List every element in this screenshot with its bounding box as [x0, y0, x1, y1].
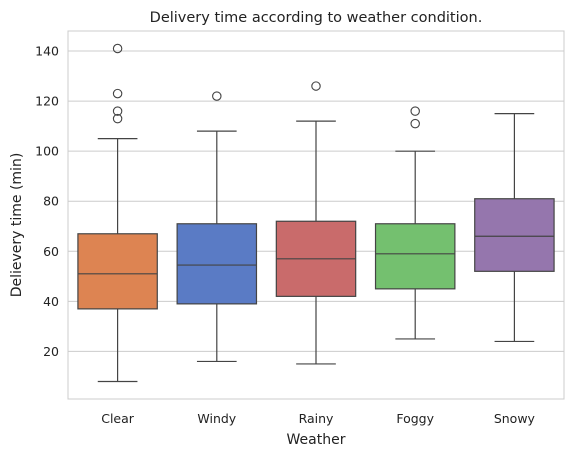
outlier-point: [112, 106, 123, 116]
x-axis-label: Weather: [287, 432, 346, 448]
x-tick-label: Windy: [197, 411, 236, 426]
y-tick-label: 40: [43, 294, 59, 309]
x-tick-label: Rainy: [299, 411, 334, 426]
box-windy: [176, 91, 258, 363]
y-tick-label: 20: [43, 344, 59, 359]
box-rainy: [275, 81, 357, 365]
outlier-point: [212, 91, 222, 101]
box-snowy: [474, 113, 555, 343]
outlier-point: [112, 88, 123, 99]
iqr-box: [474, 198, 555, 272]
outlier-point: [410, 106, 420, 116]
x-tick-label: Clear: [101, 411, 135, 426]
y-tick-label: 80: [43, 194, 59, 209]
iqr-box: [77, 233, 158, 310]
chart-title: Delivery time according to weather condi…: [150, 10, 483, 26]
x-tick-label: Snowy: [494, 411, 536, 426]
outlier-point: [112, 113, 123, 124]
x-tick-labels: Clear Windy Rainy Foggy Snowy: [101, 411, 535, 426]
y-tick-label: 120: [35, 94, 59, 109]
box-foggy: [374, 106, 456, 340]
y-axis-label: Delievery time (min): [9, 153, 25, 298]
plot-area-frame: [67, 30, 565, 400]
iqr-box: [176, 223, 258, 305]
y-tick-labels: 20 40 60 80 100 120 140: [35, 44, 59, 359]
y-tick-label: 100: [35, 144, 59, 159]
y-tick-label: 140: [35, 44, 59, 59]
outlier-point: [112, 43, 123, 54]
y-tick-label: 60: [43, 244, 59, 259]
x-tick-label: Foggy: [396, 411, 434, 426]
box-clear: [77, 43, 158, 383]
box-series: [77, 43, 555, 383]
iqr-box: [374, 223, 456, 290]
outlier-point: [410, 118, 420, 129]
outlier-point: [311, 81, 321, 91]
